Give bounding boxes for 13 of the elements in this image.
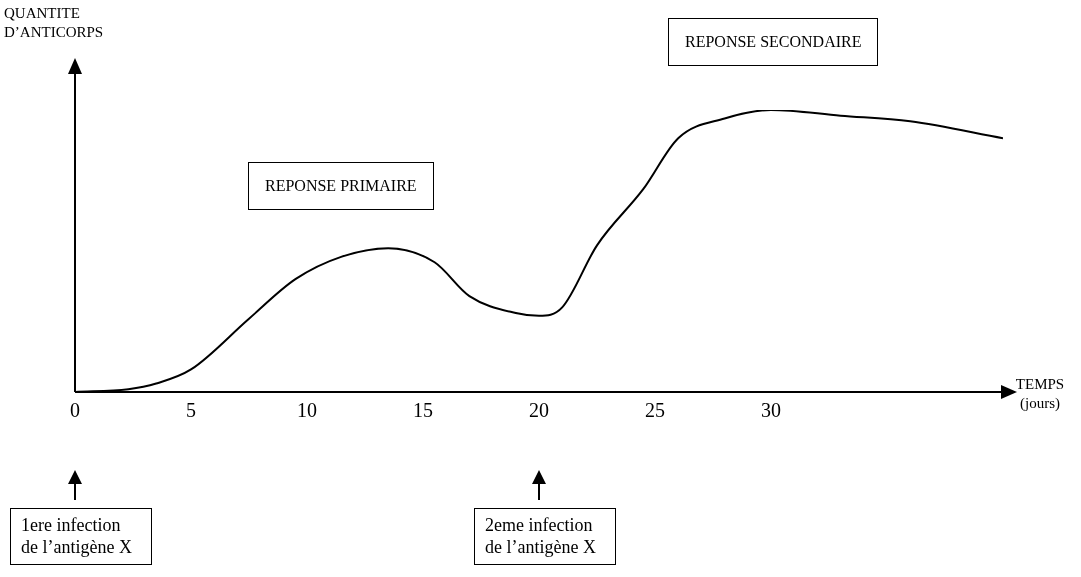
- text: REPONSE SECONDAIRE: [668, 18, 879, 66]
- x-axis-title: TEMPS (jours): [1014, 375, 1066, 413]
- x-tick-label: 25: [645, 399, 665, 422]
- x-tick-label: 10: [297, 399, 317, 422]
- x-tick-label: 30: [761, 399, 781, 422]
- x-tick-label: 5: [186, 399, 196, 422]
- text: 1ere infection de l’antigène X: [10, 508, 152, 566]
- x-tick-label: 15: [413, 399, 433, 422]
- text: 2eme infection de l’antigène X: [474, 508, 616, 566]
- x-tick-label: 0: [70, 399, 80, 422]
- annotation: REPONSE PRIMAIRE: [248, 162, 434, 210]
- x-tick-label: 20: [529, 399, 549, 422]
- y-axis-title: QUANTITE D’ANTICORPS: [4, 4, 105, 42]
